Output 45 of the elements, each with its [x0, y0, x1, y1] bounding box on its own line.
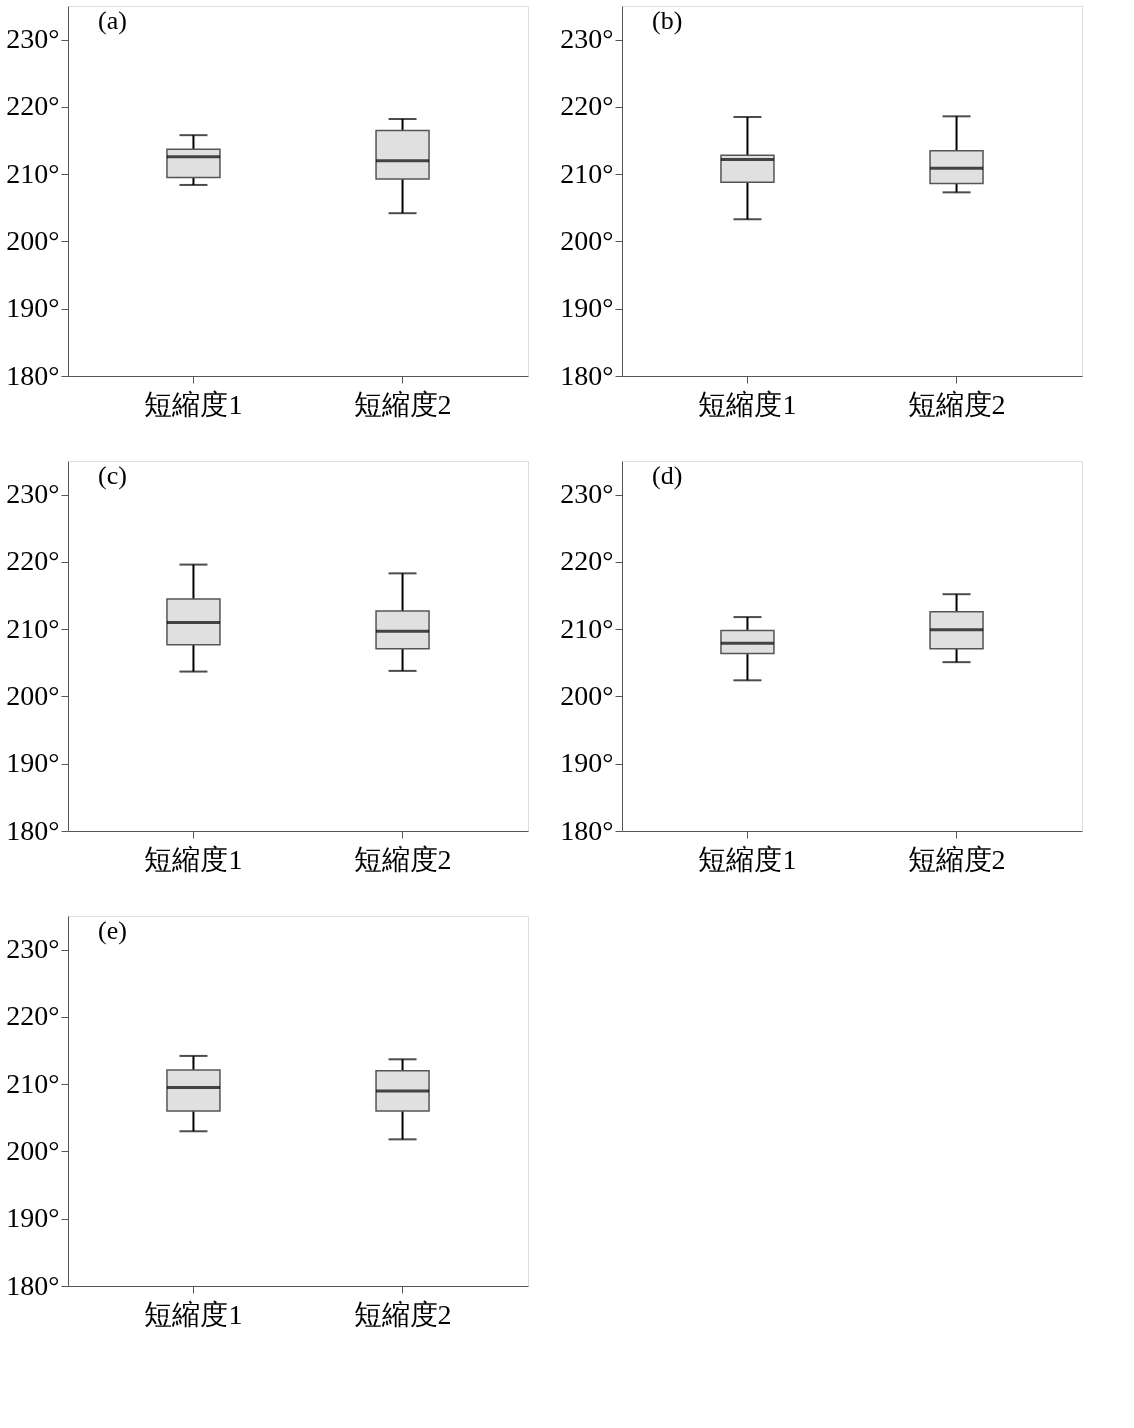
y-tick-label: 200° [6, 1134, 60, 1166]
y-tick-label: 190° [560, 292, 614, 324]
y-tick-label: 210° [6, 612, 60, 644]
y-tick-label: 230° [6, 478, 60, 510]
y-tick-label: 230° [6, 23, 60, 55]
y-tick-label: 180° [6, 1269, 60, 1301]
y-tick-label: 220° [560, 90, 614, 122]
x-tick-label: 短縮度2 [353, 388, 452, 420]
y-tick-label: 210° [560, 157, 614, 189]
x-tick-label: 短縮度1 [698, 843, 797, 875]
chart-title: (d) [652, 461, 683, 490]
x-tick-label: 短縮度2 [353, 843, 452, 875]
y-tick-label: 180° [560, 814, 614, 846]
y-tick-label: 230° [560, 478, 614, 510]
y-tick-label: 220° [6, 1000, 60, 1032]
y-tick-label: 220° [560, 545, 614, 577]
x-tick-label: 短縮度1 [698, 388, 797, 420]
x-tick-label: 短縮度2 [353, 1298, 452, 1330]
y-tick-label: 190° [560, 747, 614, 779]
chart-title: (a) [98, 6, 127, 35]
y-tick-label: 210° [6, 1067, 60, 1099]
x-tick-label: 短縮度1 [144, 388, 243, 420]
y-tick-label: 180° [6, 359, 60, 391]
y-tick-label: 200° [6, 224, 60, 256]
y-tick-label: 210° [560, 612, 614, 644]
y-tick-label: 180° [6, 814, 60, 846]
y-tick-label: 190° [6, 1202, 60, 1234]
y-tick-label: 230° [560, 23, 614, 55]
y-tick-label: 200° [6, 679, 60, 711]
y-tick-label: 200° [560, 679, 614, 711]
y-tick-label: 190° [6, 292, 60, 324]
x-tick-label: 短縮度2 [907, 843, 1006, 875]
x-tick-label: 短縮度2 [907, 388, 1006, 420]
y-tick-label: 200° [560, 224, 614, 256]
y-tick-label: 180° [560, 359, 614, 391]
x-tick-label: 短縮度1 [144, 1298, 243, 1330]
chart-title: (e) [98, 916, 127, 945]
y-tick-label: 220° [6, 90, 60, 122]
y-tick-label: 220° [6, 545, 60, 577]
y-tick-label: 190° [6, 747, 60, 779]
y-tick-label: 230° [6, 933, 60, 965]
x-tick-label: 短縮度1 [144, 843, 243, 875]
chart-title: (b) [652, 6, 683, 35]
y-tick-label: 210° [6, 157, 60, 189]
chart-title: (c) [98, 461, 127, 490]
